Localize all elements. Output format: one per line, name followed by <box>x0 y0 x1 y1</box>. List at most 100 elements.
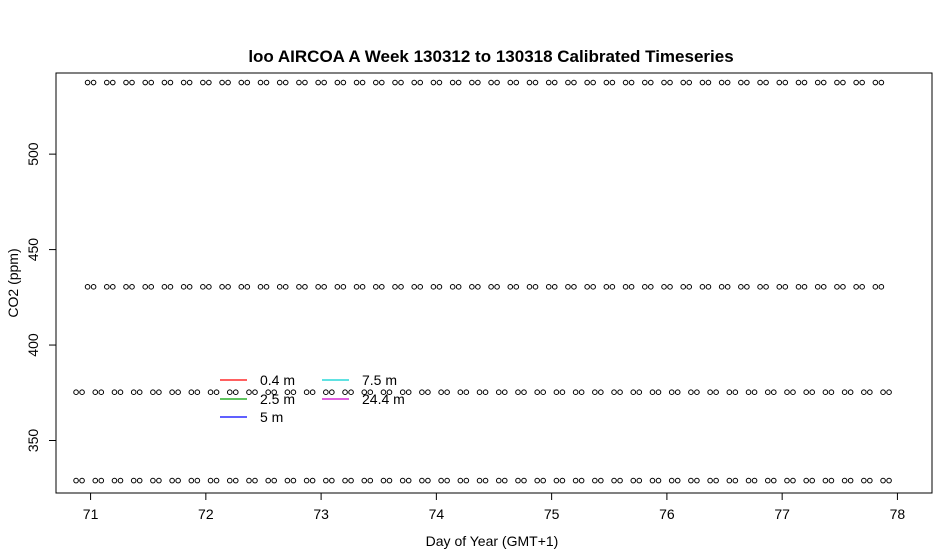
x-tick-label: 71 <box>83 506 99 522</box>
data-point <box>436 79 443 86</box>
data-point <box>378 284 385 290</box>
x-tick-label: 78 <box>890 506 906 522</box>
data-point <box>109 79 116 86</box>
data-point <box>340 79 347 86</box>
data-point <box>348 477 354 484</box>
data-point <box>136 389 143 396</box>
data-point <box>655 477 662 484</box>
data-point <box>551 284 558 290</box>
data-point <box>726 477 733 484</box>
data-point <box>590 79 596 86</box>
data-point <box>705 284 712 290</box>
data-point <box>309 389 316 396</box>
data-point <box>188 477 195 484</box>
data-point <box>296 284 302 290</box>
data-point <box>822 389 829 396</box>
data-point <box>419 477 425 484</box>
data-point <box>878 284 885 290</box>
data-point <box>398 79 404 86</box>
data-point <box>282 284 289 290</box>
data-point <box>398 284 404 290</box>
data-point <box>386 477 393 484</box>
data-point <box>232 389 239 396</box>
data-point <box>290 477 297 484</box>
data-point <box>123 79 129 86</box>
data-point <box>175 389 181 396</box>
data-point <box>841 389 848 396</box>
data-point <box>540 477 546 484</box>
data-point <box>142 284 149 290</box>
data-point <box>861 477 867 484</box>
data-point <box>225 284 231 290</box>
legend-label: 2.5 m <box>260 391 295 407</box>
data-point <box>405 477 412 484</box>
data-point <box>488 79 494 86</box>
data-point <box>611 477 617 484</box>
data-point <box>455 284 462 290</box>
data-point <box>475 284 481 290</box>
data-point <box>705 79 712 86</box>
data-point <box>571 284 577 290</box>
data-point <box>265 389 271 396</box>
data-point <box>784 477 790 484</box>
data-point <box>847 477 854 484</box>
data-point <box>436 284 443 290</box>
data-point <box>103 79 110 86</box>
data-point <box>551 79 558 86</box>
data-point <box>834 79 840 86</box>
data-point <box>156 389 162 396</box>
data-point <box>188 389 195 396</box>
data-point <box>449 284 456 290</box>
data-point <box>206 284 212 290</box>
data-point <box>290 389 297 396</box>
data-point <box>405 389 412 396</box>
data-point <box>622 284 629 290</box>
data-point <box>803 389 809 396</box>
data-point <box>246 389 252 396</box>
data-point <box>130 477 137 484</box>
data-point <box>603 79 610 86</box>
data-point <box>455 79 462 86</box>
data-point <box>103 284 110 290</box>
data-point <box>584 284 590 290</box>
data-point <box>117 477 124 484</box>
data-point <box>98 389 105 396</box>
data-point <box>584 79 590 86</box>
data-point <box>329 389 335 396</box>
y-tick-label: 450 <box>25 238 41 262</box>
data-point <box>668 477 675 484</box>
data-point <box>315 79 321 86</box>
data-point <box>699 284 706 290</box>
data-point <box>495 389 502 396</box>
data-point <box>200 79 206 86</box>
data-point <box>628 284 635 290</box>
data-point <box>590 284 596 290</box>
data-point <box>713 477 719 484</box>
data-point <box>803 477 809 484</box>
data-point <box>161 284 168 290</box>
data-point <box>513 79 520 86</box>
data-point <box>886 389 892 396</box>
data-point <box>417 79 424 86</box>
data-point <box>501 389 508 396</box>
data-point <box>92 477 99 484</box>
data-point <box>526 284 533 290</box>
data-point <box>814 79 821 86</box>
data-point <box>367 389 374 396</box>
data-point <box>565 284 571 290</box>
data-point <box>399 477 406 484</box>
data-point <box>399 389 406 396</box>
data-point <box>334 284 341 290</box>
data-point <box>867 389 873 396</box>
data-point <box>565 79 571 86</box>
data-point <box>661 79 667 86</box>
data-point <box>738 284 744 290</box>
data-point <box>667 284 673 290</box>
data-point <box>194 389 201 396</box>
data-point <box>84 284 91 290</box>
data-point <box>252 477 258 484</box>
legend-label: 5 m <box>260 409 283 425</box>
data-point <box>707 389 713 396</box>
x-axis: 71 72 73 74 75 76 77 78 <box>83 493 906 522</box>
data-point <box>861 389 867 396</box>
